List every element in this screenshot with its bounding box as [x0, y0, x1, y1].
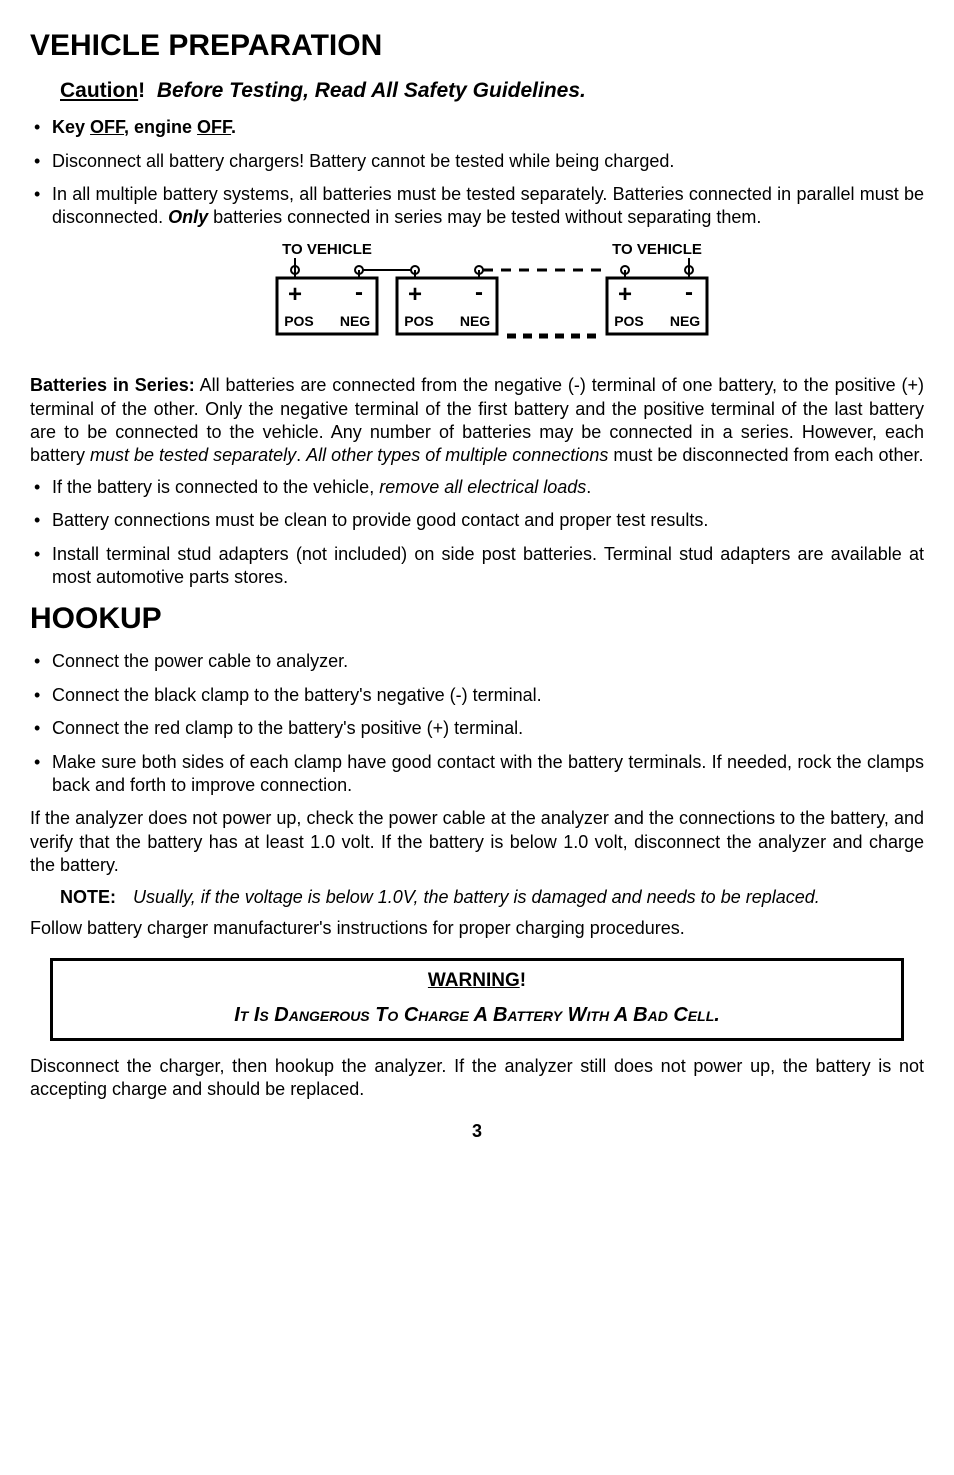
- warning-exclaim: !: [520, 970, 526, 991]
- svg-text:POS: POS: [284, 313, 314, 329]
- hookup-para1: If the analyzer does not power up, check…: [30, 807, 924, 877]
- caution-text: Before Testing, Read All Safety Guidelin…: [157, 79, 586, 102]
- note-label: NOTE:: [60, 886, 128, 909]
- list-item: Make sure both sides of each clamp have …: [30, 751, 924, 798]
- svg-text:-: -: [475, 279, 483, 306]
- heading-hookup: HOOKUP: [30, 599, 924, 638]
- bullets-prep-a: Key OFF, engine OFF. Disconnect all batt…: [30, 116, 924, 230]
- text: Batteries in Series:: [30, 375, 195, 395]
- list-item: Key OFF, engine OFF.: [30, 116, 924, 139]
- label-to-vehicle-right: TO VEHICLE: [612, 241, 702, 258]
- list-item: Install terminal stud adapters (not incl…: [30, 543, 924, 590]
- list-item: Connect the power cable to analyzer.: [30, 650, 924, 673]
- list-item: In all multiple battery systems, all bat…: [30, 183, 924, 230]
- warning-message: It Is Dangerous To Charge A Battery With…: [65, 1002, 889, 1028]
- hookup-para3: Disconnect the charger, then hookup the …: [30, 1055, 924, 1102]
- text: .: [296, 445, 306, 465]
- warning-box: WARNING! It Is Dangerous To Charge A Bat…: [50, 958, 904, 1041]
- svg-text:+: +: [408, 281, 422, 308]
- svg-text:NEG: NEG: [670, 313, 700, 329]
- svg-text:+: +: [288, 281, 302, 308]
- note-body: Usually, if the voltage is below 1.0V, t…: [133, 886, 917, 909]
- caution-line: Caution! Before Testing, Read All Safety…: [60, 77, 924, 104]
- caution-exclaim: !: [138, 79, 145, 102]
- series-diagram: TO VEHICLE TO VEHICLE + - POS NEG: [30, 240, 924, 366]
- list-item: Connect the red clamp to the battery's p…: [30, 717, 924, 740]
- text: batteries connected in series may be tes…: [208, 207, 761, 227]
- svg-text:POS: POS: [614, 313, 644, 329]
- list-item: Disconnect all battery chargers! Battery…: [30, 150, 924, 173]
- bullets-hookup: Connect the power cable to analyzer. Con…: [30, 650, 924, 797]
- text: must be disconnected from each other.: [608, 445, 923, 465]
- text: OFF: [197, 117, 231, 137]
- text: Only: [168, 207, 208, 227]
- bullets-prep-b: If the battery is connected to the vehic…: [30, 476, 924, 590]
- svg-text:NEG: NEG: [460, 313, 490, 329]
- warning-title: WARNING!: [65, 969, 889, 994]
- text: , engine: [124, 117, 197, 137]
- note-block: NOTE: Usually, if the voltage is below 1…: [60, 886, 924, 909]
- svg-text:+: +: [618, 281, 632, 308]
- text: If the battery is connected to the vehic…: [52, 477, 379, 497]
- page-number: 3: [30, 1120, 924, 1143]
- text: OFF: [90, 117, 124, 137]
- list-item: Battery connections must be clean to pro…: [30, 509, 924, 532]
- svg-text:-: -: [355, 279, 363, 306]
- text: must be tested separately: [90, 445, 296, 465]
- text: .: [231, 117, 236, 137]
- series-paragraph: Batteries in Series: All batteries are c…: [30, 374, 924, 468]
- text: remove all electrical loads: [379, 477, 586, 497]
- svg-text:-: -: [685, 279, 693, 306]
- svg-text:POS: POS: [404, 313, 434, 329]
- caution-word: Caution: [60, 79, 138, 102]
- list-item: If the battery is connected to the vehic…: [30, 476, 924, 499]
- text: .: [586, 477, 591, 497]
- list-item: Connect the black clamp to the battery's…: [30, 684, 924, 707]
- heading-vehicle-prep: VEHICLE PREPARATION: [30, 26, 924, 65]
- text: Key: [52, 117, 90, 137]
- text: All other types of multiple connections: [306, 445, 608, 465]
- hookup-para2: Follow battery charger manufacturer's in…: [30, 917, 924, 940]
- warning-word: WARNING: [428, 970, 520, 991]
- svg-text:NEG: NEG: [340, 313, 370, 329]
- label-to-vehicle-left: TO VEHICLE: [282, 241, 372, 258]
